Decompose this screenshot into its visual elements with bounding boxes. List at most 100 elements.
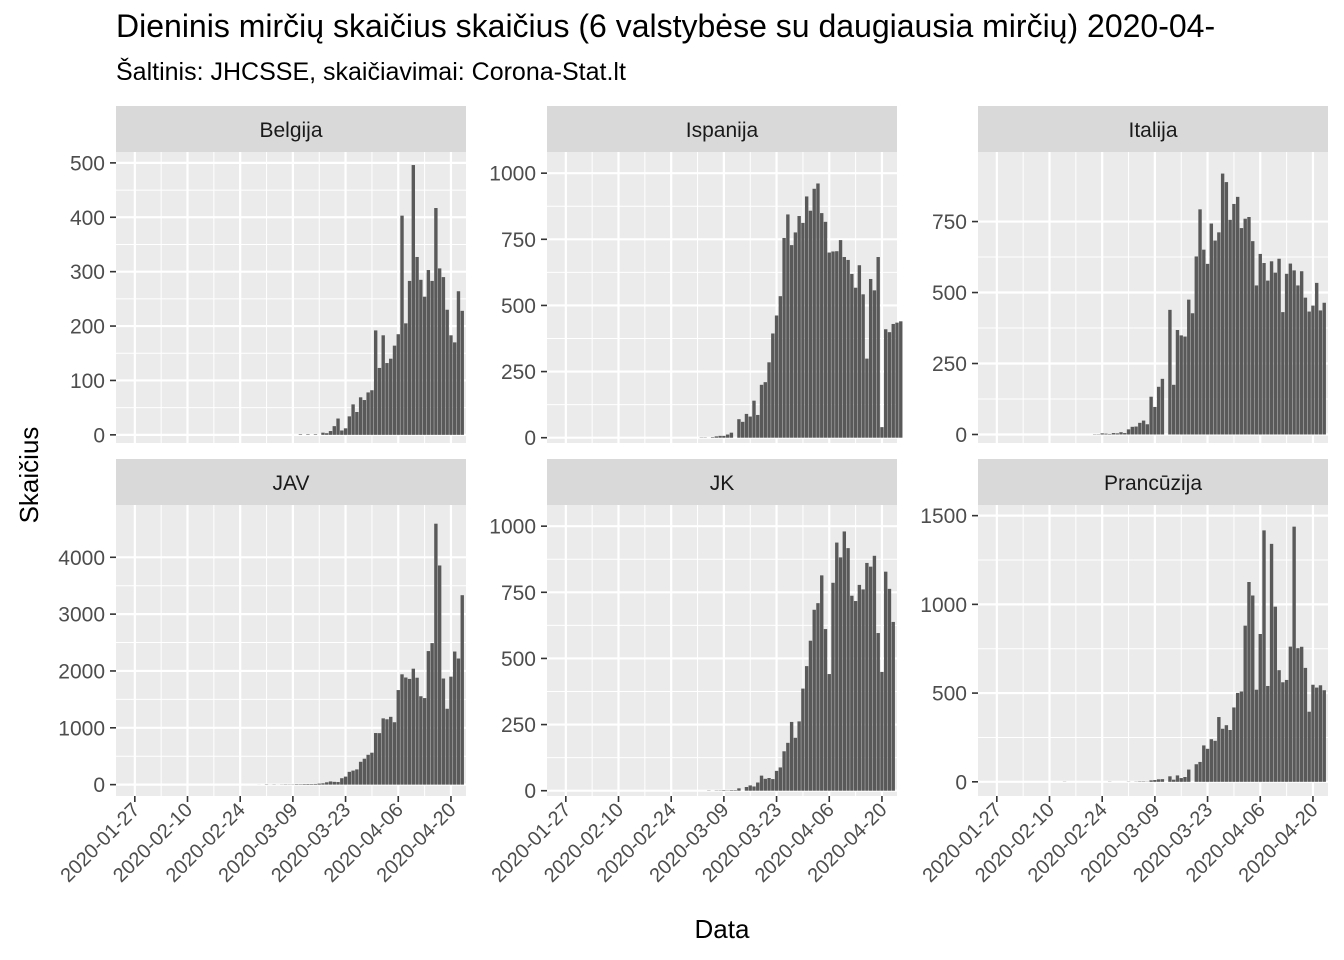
bar: [763, 382, 767, 438]
bar: [842, 257, 847, 438]
bar: [778, 296, 783, 438]
bar: [404, 677, 408, 785]
bar: [1299, 271, 1304, 435]
bar: [328, 781, 333, 785]
bar: [1266, 280, 1270, 435]
bar: [366, 392, 370, 435]
bar: [876, 633, 880, 791]
bar: [1115, 433, 1119, 435]
bar: [789, 721, 794, 791]
y-tick-label: 3000: [58, 604, 105, 627]
bar: [373, 330, 378, 435]
bar: [1149, 396, 1153, 435]
bar: [358, 397, 363, 435]
bar: [441, 277, 446, 435]
bar: [325, 782, 329, 785]
bar: [381, 335, 385, 435]
bar: [1273, 606, 1278, 782]
facet-label: Ispanija: [686, 119, 759, 142]
bar: [778, 767, 783, 791]
bar: [831, 251, 835, 438]
bar: [1156, 779, 1161, 782]
bar: [426, 651, 431, 785]
bar: [1220, 728, 1225, 782]
bar: [1220, 173, 1225, 435]
bar: [351, 770, 355, 785]
bar: [400, 215, 404, 435]
bar: [1232, 203, 1236, 435]
bar: [419, 279, 423, 435]
bar: [891, 323, 895, 438]
bar: [385, 363, 389, 435]
y-tick-label: 250: [501, 714, 536, 737]
bar: [752, 786, 756, 791]
bar: [1183, 336, 1187, 435]
bar: [771, 779, 775, 791]
bar: [1292, 270, 1296, 435]
bar: [362, 400, 367, 435]
bar: [1190, 313, 1195, 435]
bar: [347, 416, 352, 435]
bar: [782, 751, 786, 791]
bar: [895, 322, 899, 438]
panel-jk: JK025050075010002020-01-272020-02-102020…: [487, 459, 897, 887]
bar: [868, 566, 873, 791]
bar: [400, 674, 404, 785]
bar: [306, 784, 310, 785]
panel-background: [978, 152, 1328, 443]
bar: [422, 296, 427, 435]
y-tick-label: 0: [955, 424, 967, 447]
bar: [880, 671, 884, 791]
bar: [1138, 422, 1142, 435]
bar: [1202, 249, 1206, 435]
bar: [1251, 241, 1255, 435]
bar: [1224, 182, 1229, 435]
bar: [842, 531, 847, 791]
bar: [1172, 384, 1176, 435]
bar: [899, 321, 903, 438]
y-tick-label: 750: [932, 211, 967, 234]
bar: [744, 413, 749, 438]
bar: [321, 432, 325, 435]
facet-label: JK: [710, 472, 735, 495]
bar: [853, 287, 858, 438]
bar: [1130, 426, 1134, 435]
bar: [1153, 780, 1157, 782]
bar: [1273, 272, 1278, 435]
bar: [1100, 433, 1104, 435]
bar: [1213, 740, 1217, 782]
bar: [1258, 253, 1262, 435]
bar: [1303, 297, 1308, 435]
y-tick-label: 1000: [489, 163, 536, 186]
bar: [714, 436, 719, 438]
bar: [816, 183, 820, 438]
bar: [797, 721, 801, 791]
bar: [437, 565, 442, 785]
bar: [759, 775, 764, 791]
bar: [820, 213, 824, 438]
bar: [1239, 691, 1244, 782]
bar: [808, 210, 813, 438]
bar: [336, 418, 340, 435]
bar: [321, 783, 325, 785]
bar: [460, 310, 464, 435]
bar: [317, 783, 321, 785]
bar: [1119, 432, 1123, 435]
bar: [1224, 725, 1229, 782]
bar: [1194, 764, 1198, 782]
bar: [823, 629, 828, 791]
y-tick-label: 1500: [920, 505, 967, 528]
bar: [744, 787, 749, 791]
bar: [1153, 406, 1157, 435]
bar: [880, 427, 884, 438]
bar: [1243, 625, 1247, 782]
bar: [872, 290, 877, 438]
bar: [1183, 777, 1187, 782]
bar: [1179, 335, 1183, 435]
bar: [763, 778, 767, 791]
bar: [1311, 684, 1315, 782]
bar: [1202, 745, 1206, 782]
bar: [358, 761, 363, 785]
y-tick-label: 2000: [58, 660, 105, 683]
bar: [343, 428, 348, 435]
